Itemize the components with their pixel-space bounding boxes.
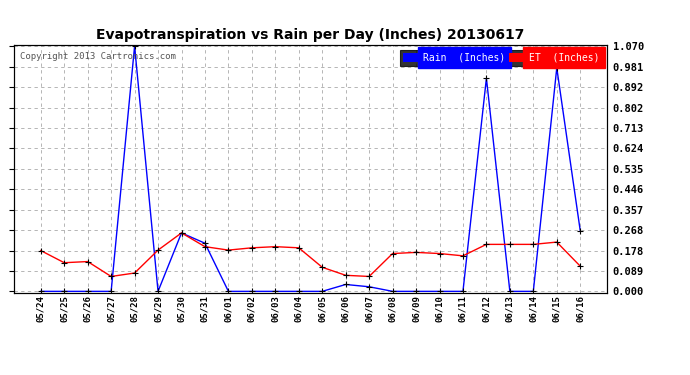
Legend: Rain  (Inches), ET  (Inches): Rain (Inches), ET (Inches) — [400, 50, 602, 66]
Text: Copyright 2013 Cartronics.com: Copyright 2013 Cartronics.com — [20, 53, 176, 62]
Title: Evapotranspiration vs Rain per Day (Inches) 20130617: Evapotranspiration vs Rain per Day (Inch… — [97, 28, 524, 42]
